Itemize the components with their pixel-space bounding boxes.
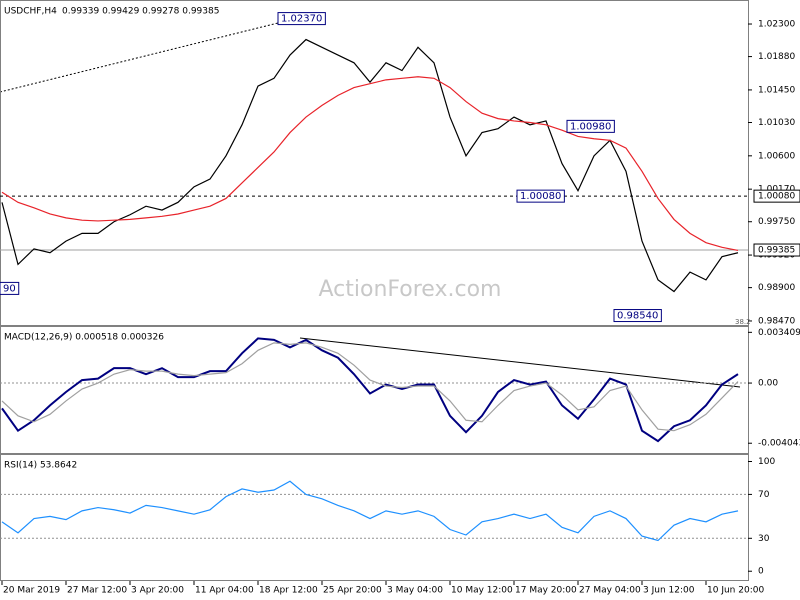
x-tick-label: 3 May 04:00 [387,586,443,596]
y-tick-label: 100 [758,457,775,467]
annotation-box [613,309,662,323]
x-tick-label: 27 Mar 12:00 [67,586,127,596]
annotation-box [0,281,20,295]
annotation-label: 90 [3,283,16,294]
series-line [1,480,739,542]
y-tick-label: 1.02300 [758,20,795,30]
macd-trend-line [299,337,741,388]
y-tick-label: 1.01450 [758,85,795,95]
annotation-box [566,119,615,133]
panel-title: MACD(12,26,9) 0.000518 0.000326 [4,333,164,343]
x-tick-label: 25 Apr 20:00 [323,586,382,596]
panel-subtitle: 0.99339 0.99429 0.99278 0.99385 [62,7,219,17]
x-tick-label: 3 Apr 20:00 [131,586,184,596]
panel-title: RSI(14) 53.8642 [4,461,77,471]
y-tick-label: 1.01880 [758,52,795,62]
series-line [1,38,739,293]
y-tick-label: 0.00 [758,379,778,389]
y-tick-label: 1.01030 [758,118,795,128]
y-tick-label: 0 [758,567,764,577]
y-tick-label: 0.99750 [758,217,795,227]
price-label-box [753,189,800,203]
annotation-box [516,189,565,203]
x-tick-label: 18 Apr 12:00 [259,586,318,596]
annotation-label: 1.02370 [281,14,322,25]
x-tick-label: 27 May 04:00 [579,586,641,596]
fib-label: 38.2 [735,318,751,326]
annotation-box [277,12,326,26]
x-tick-label: 10 May 12:00 [451,586,513,596]
y-tick-label: 0.003409 [758,328,800,338]
y-tick-label: 70 [758,490,770,500]
y-tick-label: 0.98470 [758,316,795,326]
x-tick-label: 3 Jun 12:00 [643,586,695,596]
y-tick-label: -0.004043 [758,439,800,449]
x-tick-label: 11 Apr 04:00 [195,586,254,596]
y-tick-label: 30 [758,534,770,544]
panel-frame [0,326,749,454]
series-line [1,342,739,432]
panel-frame [0,454,749,581]
series-line [1,76,739,252]
trend-line [0,19,291,93]
watermark: ActionForex.com [319,277,502,302]
x-tick-label: 10 Jun 20:00 [707,586,764,596]
x-tick-label: 17 May 20:00 [515,586,577,596]
y-tick-label: 0.98900 [758,283,795,293]
price-label: 0.99385 [758,246,795,256]
series-line [1,337,739,443]
x-tick-label: 20 Mar 2019 [3,586,60,596]
annotation-label: 0.98540 [617,311,658,322]
y-tick-label: 1.00600 [758,151,795,161]
panel-frame [0,0,749,326]
price-label: 1.00080 [758,192,795,202]
annotation-label: 1.00080 [520,191,561,202]
price-label-box [753,243,800,257]
annotation-label: 1.00980 [570,121,611,132]
panel-title: USDCHF,H4 [4,7,57,17]
